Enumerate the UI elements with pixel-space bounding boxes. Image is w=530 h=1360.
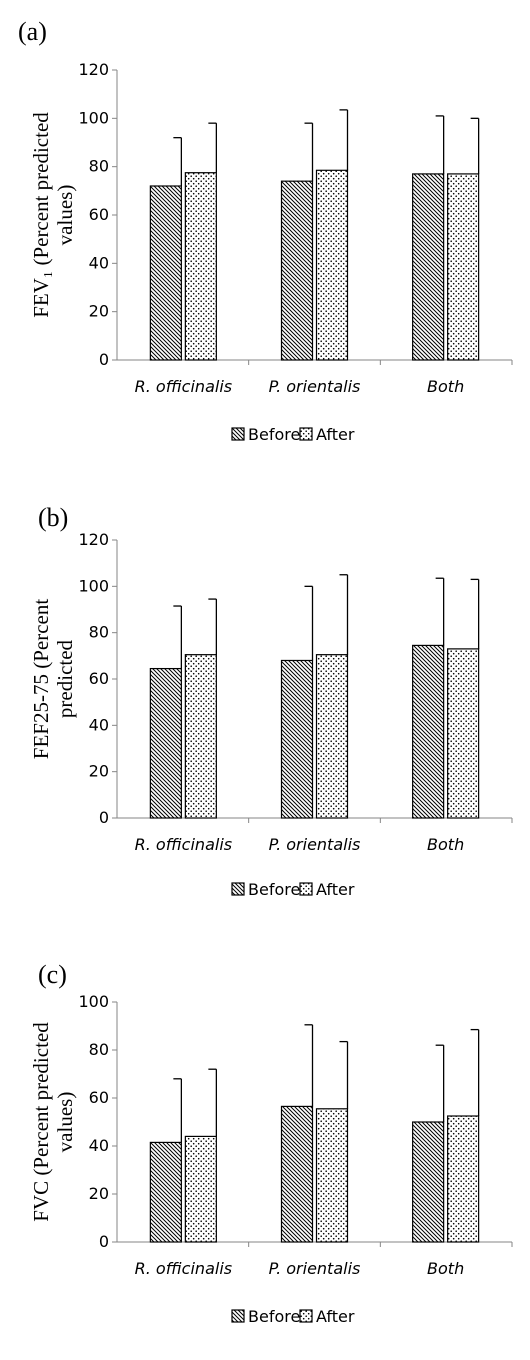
legend-swatch-after	[299, 427, 313, 441]
chart-panel: (a) FEV₁ (Percent predicted values) 0 20 40 60…	[18, 17, 513, 444]
bar-before	[149, 667, 182, 819]
y-tick-label: 0	[99, 1232, 109, 1251]
legend-swatch-before	[231, 1309, 245, 1323]
y-axis-label: FEV₁ (Percent predicted	[29, 112, 53, 318]
x-category-label: R. officinalis	[135, 1259, 232, 1278]
x-category-label: R. officinalis	[135, 835, 232, 854]
y-tick-label: 20	[89, 1184, 109, 1203]
x-category-label: P. orientalis	[269, 835, 361, 854]
bar-before	[280, 180, 314, 361]
bar-after	[447, 648, 480, 819]
x-category-label: Both	[427, 835, 464, 854]
y-tick-label: 120	[78, 60, 109, 79]
y-tick-label: 60	[89, 1088, 109, 1107]
y-axis-title: FEV₁ (Percent predicted values)	[29, 112, 77, 318]
y-tick-label: 60	[89, 669, 109, 688]
y-tick-label: 120	[78, 530, 109, 549]
legend-label: Before	[248, 425, 300, 444]
y-axis-label: FEF25-75 (Percent	[29, 599, 53, 760]
legend-label: After	[316, 1307, 355, 1326]
y-axis-label: values)	[53, 1092, 77, 1153]
bar-before	[149, 1141, 182, 1243]
bar-before	[412, 1121, 445, 1243]
legend-label: After	[316, 425, 355, 444]
y-tick-label: 100	[78, 576, 109, 595]
chart-root: (a)FEV₁ (Percent predicted values)0204060…	[18, 17, 513, 1326]
legend-swatch-before	[231, 882, 245, 896]
chart-panel: (c) FVC (Percent predicted values) 0 20 40 60 8…	[29, 960, 513, 1326]
bar-before	[280, 1105, 314, 1243]
x-category-label: Both	[427, 1259, 464, 1278]
bar-after	[315, 1108, 349, 1243]
bar-after	[184, 654, 217, 819]
bar-after	[315, 654, 349, 819]
legend-swatch-after	[299, 1309, 313, 1323]
bar-before	[149, 185, 182, 361]
bar-after	[447, 173, 480, 361]
chart-panel: (b) FEF25-75 (Percent predicted 0 20 40 60 80 10…	[29, 503, 513, 899]
bar-after	[447, 1115, 480, 1243]
x-category-label: R. officinalis	[135, 377, 232, 396]
legend-label: After	[316, 880, 355, 899]
bar-before	[280, 659, 314, 819]
y-axis-label: FVC (Percent predicted	[29, 1022, 53, 1222]
legend-label: Before	[248, 1307, 300, 1326]
y-tick-label: 80	[89, 157, 109, 176]
y-axis-title: FVC (Percent predicted values)	[29, 1022, 77, 1222]
panel-label: (b)	[38, 503, 68, 532]
y-axis-label: values)	[53, 185, 77, 246]
legend-swatch-after	[299, 882, 313, 896]
x-category-label: P. orientalis	[269, 1259, 361, 1278]
y-tick-label: 0	[99, 808, 109, 827]
legend-label: Before	[248, 880, 300, 899]
bar-after	[315, 169, 349, 361]
y-tick-label: 100	[78, 108, 109, 127]
y-axis-label: predicted	[53, 639, 77, 718]
bar-after	[184, 1135, 217, 1243]
bar-after	[184, 172, 217, 361]
y-tick-label: 40	[89, 253, 109, 272]
x-category-label: Both	[427, 377, 464, 396]
panel-label: (c)	[38, 960, 67, 989]
y-tick-label: 80	[89, 623, 109, 642]
y-tick-label: 100	[78, 992, 109, 1011]
bar-before	[412, 173, 445, 361]
bar-before	[412, 644, 445, 819]
y-tick-label: 20	[89, 762, 109, 781]
y-tick-label: 80	[89, 1040, 109, 1059]
y-tick-label: 60	[89, 205, 109, 224]
x-category-label: P. orientalis	[269, 377, 361, 396]
y-tick-label: 20	[89, 302, 109, 321]
y-tick-label: 40	[89, 715, 109, 734]
legend-swatch-before	[231, 427, 245, 441]
y-axis-title: FEF25-75 (Percent predicted	[29, 599, 77, 760]
y-tick-label: 0	[99, 350, 109, 369]
y-tick-label: 40	[89, 1136, 109, 1155]
panel-label: (a)	[18, 17, 47, 46]
